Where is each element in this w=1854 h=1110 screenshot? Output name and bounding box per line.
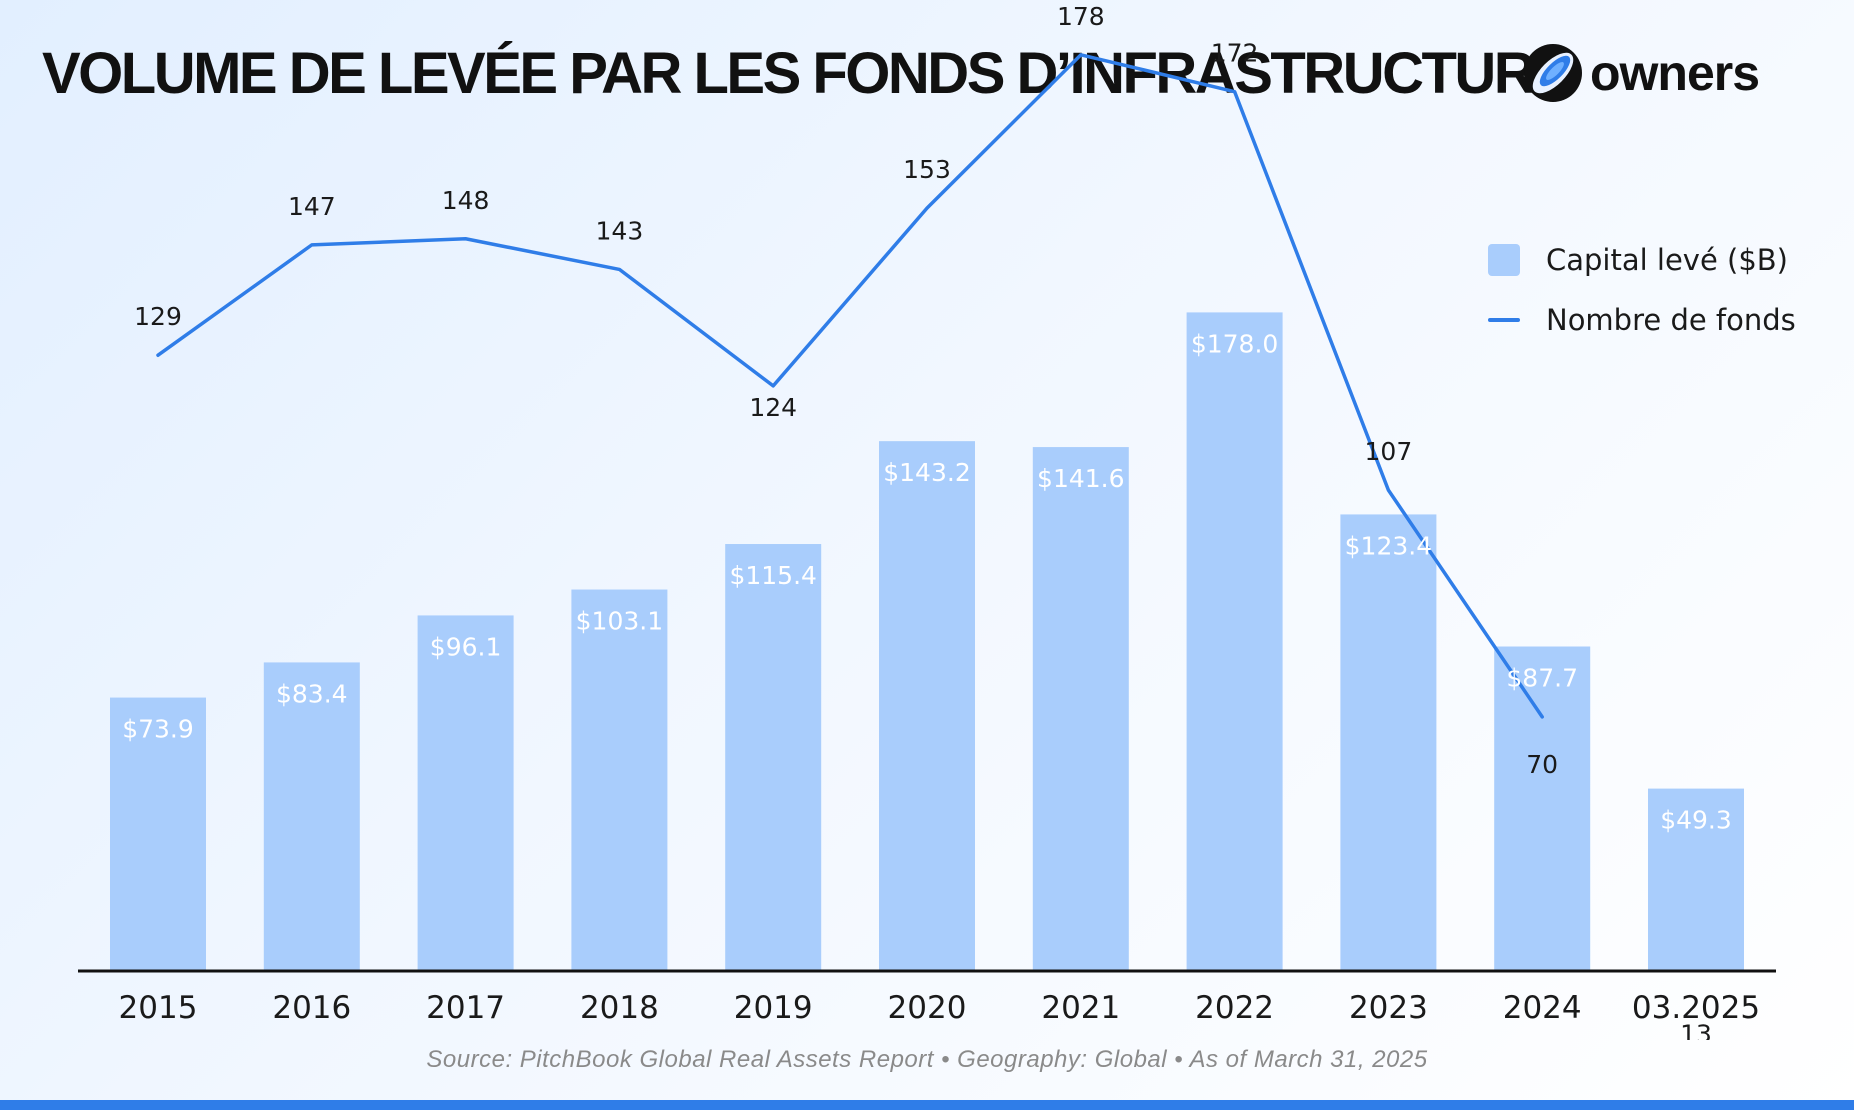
x-tick-label-2021: 2021 — [1041, 990, 1120, 1026]
bar-2016 — [263, 662, 360, 971]
x-tick-label-2019: 2019 — [734, 990, 813, 1026]
line-value-label-2023: 107 — [1365, 437, 1413, 466]
bar-value-label-2015: $73.9 — [122, 715, 194, 744]
legend-item-line: Nombre de fonds — [1488, 298, 1796, 342]
line-value-label-2015: 129 — [134, 302, 182, 331]
owners-logo-icon — [1524, 44, 1582, 102]
x-tick-label-2023: 2023 — [1349, 990, 1428, 1026]
line-value-label-2020: 153 — [903, 155, 951, 184]
x-tick-label-2017: 2017 — [426, 990, 505, 1026]
source-note: Source: PitchBook Global Real Assets Rep… — [426, 1046, 1428, 1073]
bar-value-label-2018: $103.1 — [576, 607, 663, 636]
line-series-nombre-de-fonds — [156, 53, 1544, 719]
bar-value-label-2023: $123.4 — [1345, 531, 1432, 560]
chart: $73.9 129 $83.4 147 $96.1 148 $103.1 143 $115.4 1… — [78, 2, 1776, 1040]
bar-value-label-2020: $143.2 — [883, 458, 970, 487]
legend-label-bars: Capital levé ($B) — [1546, 243, 1788, 277]
line-value-label-03.2025: 13 — [1680, 1019, 1712, 1040]
bar-value-label-03.2025: $49.3 — [1660, 806, 1732, 835]
bar-value-label-2017: $96.1 — [430, 632, 502, 661]
line-value-label-2019: 124 — [749, 393, 797, 422]
bar-value-label-2021: $141.6 — [1037, 464, 1124, 493]
bar-2022 — [1186, 312, 1283, 971]
bar-03.2025 — [1648, 788, 1744, 971]
line-value-label-2018: 143 — [596, 216, 644, 245]
bar-2020 — [879, 441, 975, 971]
bar-2018 — [571, 589, 668, 971]
bar-2017 — [417, 615, 514, 971]
x-tick-label-2018: 2018 — [580, 990, 659, 1026]
legend-label-line: Nombre de fonds — [1546, 303, 1796, 337]
line-layer — [156, 53, 1544, 719]
bar-2023 — [1340, 514, 1437, 971]
legend-swatch-line — [1488, 318, 1520, 322]
bar-value-label-2016: $83.4 — [276, 679, 348, 708]
x-tick-label-03.2025: 03.2025 — [1632, 990, 1760, 1026]
x-axis-ticks: 2015 2016 2017 2018 2019 2020 2021 2022 2023 2024… — [119, 990, 1761, 1026]
line-value-label-2021: 178 — [1057, 2, 1105, 31]
bars-layer — [110, 312, 1744, 972]
x-tick-label-2024: 2024 — [1503, 990, 1582, 1026]
legend-swatch-bars — [1488, 244, 1520, 276]
bottom-accent-bar — [0, 1100, 1854, 1110]
line-value-label-2017: 148 — [442, 186, 490, 215]
bar-2015 — [110, 697, 206, 971]
owners-logo-text: owners — [1590, 45, 1760, 101]
x-tick-label-2020: 2020 — [888, 990, 967, 1026]
bar-2024 — [1494, 646, 1591, 971]
owners-logo: owners — [1524, 44, 1760, 102]
legend-item-bars: Capital levé ($B) — [1488, 238, 1796, 282]
bar-value-label-2024: $87.7 — [1506, 664, 1578, 693]
line-value-label-2016: 147 — [288, 192, 336, 221]
bar-value-label-2022: $178.0 — [1191, 329, 1278, 358]
bar-value-label-2019: $115.4 — [729, 561, 816, 590]
line-value-label-2022: 172 — [1211, 39, 1259, 68]
x-tick-label-2022: 2022 — [1195, 990, 1274, 1026]
chart-title: VOLUME DE LEVÉE PAR LES FONDS D’INFRASTR… — [42, 41, 1572, 106]
line-value-label-2024: 70 — [1526, 750, 1558, 779]
x-tick-label-2015: 2015 — [119, 990, 198, 1026]
bar-2021 — [1032, 447, 1129, 972]
bar-2019 — [725, 544, 822, 971]
x-tick-label-2016: 2016 — [272, 990, 351, 1026]
labels-layer: $73.9 129 $83.4 147 $96.1 148 $103.1 143 $115.4 1… — [122, 2, 1732, 1040]
legend: Capital levé ($B) Nombre de fonds — [1488, 238, 1796, 358]
